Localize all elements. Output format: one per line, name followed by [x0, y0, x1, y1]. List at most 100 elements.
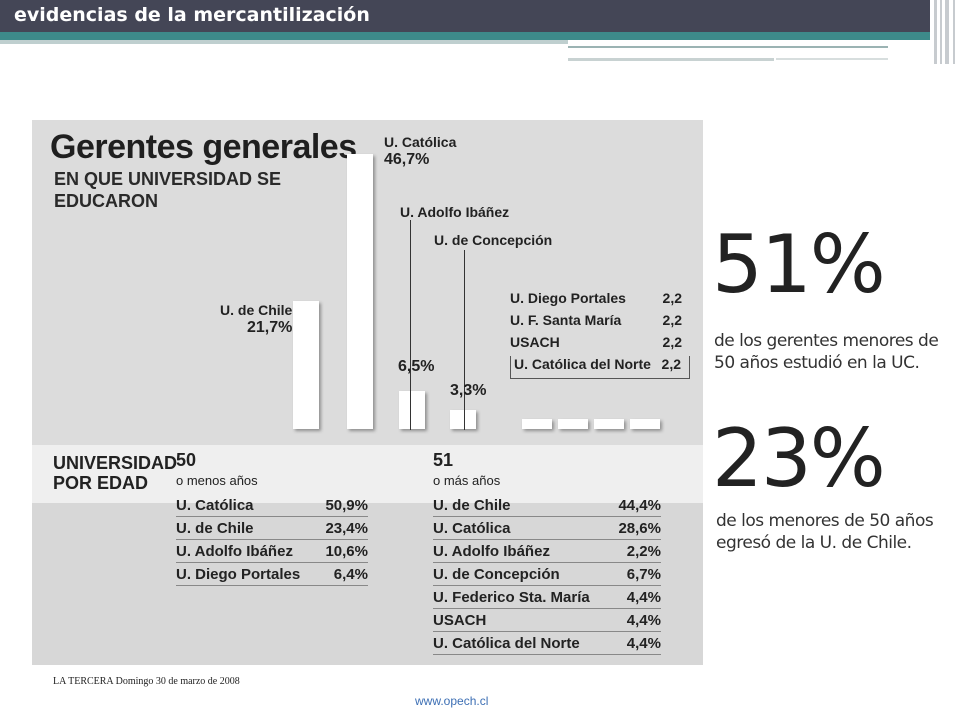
corner-stripe	[934, 0, 937, 64]
stat-description: de los gerentes menores de 50 años estud…	[714, 330, 939, 374]
row-university: U. de Chile	[433, 497, 511, 514]
bar-u-de-concepcion	[450, 409, 476, 429]
stat-line: de los menores de 50 años	[716, 511, 934, 531]
decorative-rule	[568, 58, 774, 61]
row-university: U. de Concepción	[433, 566, 560, 583]
bar-u-f-santa-maria	[558, 419, 588, 429]
row-divider	[433, 631, 661, 632]
bar-label-name: U. Católica	[384, 134, 457, 150]
table-row: U. Diego Portales 6,4%	[176, 564, 368, 586]
header-accent-line	[0, 40, 568, 44]
age-section-band	[32, 445, 703, 503]
header-accent-band	[0, 32, 930, 40]
row-university: U. Federico Sta. María	[433, 589, 590, 606]
legend-value: 2,2	[662, 334, 682, 350]
row-divider	[176, 516, 368, 517]
stat-value: 51%	[712, 218, 886, 311]
legend-name: U. Católica del Norte	[514, 356, 651, 372]
figure-subtitle: EN QUE UNIVERSIDAD SE EDUCARON	[54, 169, 282, 211]
row-divider	[176, 562, 368, 563]
table-row: U. Católica 50,9%	[176, 495, 368, 517]
row-percentage: 44,4%	[618, 497, 661, 514]
age-group-head: 51	[433, 450, 454, 470]
row-university: USACH	[433, 612, 487, 629]
row-percentage: 4,4%	[626, 612, 661, 629]
row-university: U. de Chile	[176, 520, 254, 537]
row-university: U. Adolfo Ibáñez	[433, 543, 550, 560]
figure-source: LA TERCERA Domingo 30 de marzo de 2008	[53, 676, 240, 687]
table-row: U. Católica 28,6%	[433, 518, 661, 540]
slide-header: evidencias de la mercantilización	[0, 0, 930, 32]
bar-label-name: U. Adolfo Ibáñez	[400, 204, 510, 220]
row-divider	[433, 585, 661, 586]
bar-label: U. de Chile 21,7%	[220, 302, 292, 336]
age-table-background	[32, 503, 703, 665]
row-divider	[176, 539, 368, 540]
legend-value: 2,2	[662, 290, 682, 306]
row-divider	[433, 539, 661, 540]
age-table-title: UNIVERSIDAD POR EDAD	[53, 453, 178, 493]
table-row: U. Católica del Norte 4,4%	[433, 633, 661, 655]
legend-row: U. Católica del Norte 2,2	[510, 356, 690, 379]
decorative-rule	[776, 58, 888, 60]
row-percentage: 23,4%	[325, 520, 368, 537]
bar-label-name: U. de Chile	[220, 302, 293, 318]
row-university: U. Católica del Norte	[433, 635, 580, 652]
row-university: U. Católica	[433, 520, 511, 537]
stat-line: de los gerentes menores de	[714, 331, 939, 351]
table-row: U. Federico Sta. María 4,4%	[433, 587, 661, 609]
figure-title: Gerentes generales	[50, 128, 357, 166]
corner-stripe	[940, 0, 942, 64]
legend-row: U. Diego Portales 2,2	[510, 290, 690, 312]
legend-value: 2,2	[661, 356, 681, 372]
row-divider	[433, 516, 661, 517]
bar-u-catolica	[347, 154, 373, 429]
row-percentage: 4,4%	[626, 589, 661, 606]
leader-line	[464, 250, 465, 430]
row-university: U. Católica	[176, 497, 254, 514]
legend-row: U. F. Santa María 2,2	[510, 312, 690, 334]
age-group-sub: o más años	[433, 473, 501, 488]
row-percentage: 50,9%	[325, 497, 368, 514]
small-bars-legend: U. Diego Portales 2,2 U. F. Santa María …	[510, 290, 690, 379]
row-divider	[433, 654, 661, 655]
decorative-rule	[568, 46, 888, 48]
bar-u-catolica-del-norte	[630, 419, 660, 429]
bar-label-value: 21,7%	[246, 319, 293, 336]
age-group-sub: o menos años	[176, 473, 258, 488]
table-row: U. de Chile 44,4%	[433, 495, 661, 517]
row-percentage: 10,6%	[325, 543, 368, 560]
row-percentage: 4,4%	[626, 635, 661, 652]
bar-u-de-chile	[293, 301, 319, 429]
footer-url[interactable]: www.opech.cl	[415, 694, 489, 708]
bar-label-value: 46,7%	[384, 151, 430, 168]
bar-u-diego-portales	[522, 419, 552, 429]
bar-label-value: 6,5%	[398, 358, 435, 375]
row-divider	[433, 608, 661, 609]
bar-label: U. Católica 46,7%	[384, 134, 456, 168]
row-percentage: 6,7%	[626, 566, 661, 583]
stat-description: de los menores de 50 años egresó de la U…	[716, 510, 934, 554]
stat-value: 23%	[712, 412, 886, 505]
legend-value: 2,2	[662, 312, 682, 328]
bar-u-adolfo-ibanez	[399, 390, 425, 429]
leader-line	[410, 220, 411, 430]
table-row: U. de Concepción 6,7%	[433, 564, 661, 586]
legend-name: USACH	[510, 334, 560, 350]
row-divider	[433, 562, 661, 563]
row-university: U. Diego Portales	[176, 566, 301, 583]
row-divider	[176, 585, 368, 586]
stat-line: 50 años estudió en la UC.	[714, 353, 920, 373]
legend-row: USACH 2,2	[510, 334, 690, 356]
table-row: U. Adolfo Ibáñez 10,6%	[176, 541, 368, 563]
slide-title: evidencias de la mercantilización	[14, 4, 370, 26]
bar-label-name: U. de Concepción	[434, 232, 553, 248]
table-row: U. Adolfo Ibáñez 2,2%	[433, 541, 661, 563]
legend-name: U. F. Santa María	[510, 312, 622, 328]
row-percentage: 6,4%	[333, 566, 368, 583]
bar-label-value: 3,3%	[450, 382, 487, 399]
bar-usach	[594, 419, 624, 429]
corner-stripe	[953, 0, 955, 64]
corner-stripe	[945, 0, 949, 64]
row-percentage: 2,2%	[626, 543, 661, 560]
